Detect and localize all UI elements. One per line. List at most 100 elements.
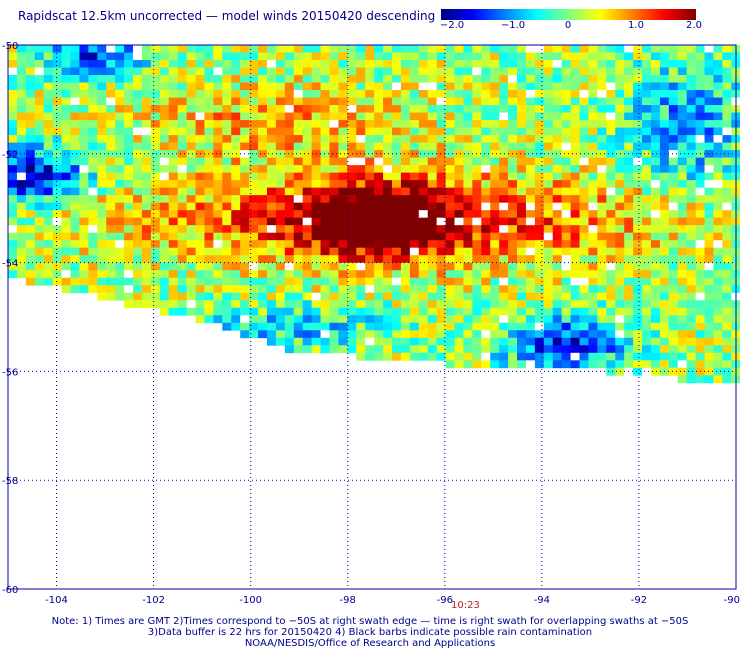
heatmap-cell: [490, 277, 500, 286]
heatmap-cell: [650, 127, 661, 136]
heatmap-cell: [365, 270, 375, 279]
heatmap-cell: [695, 247, 705, 256]
heatmap-cell: [186, 285, 196, 294]
heatmap-cell: [275, 112, 286, 121]
heatmap-cell: [659, 202, 670, 211]
heatmap-cell: [240, 210, 250, 219]
heatmap-cell: [25, 277, 36, 286]
heatmap-cell: [686, 352, 697, 361]
heatmap-cell: [722, 352, 732, 361]
heatmap-cell: [668, 150, 679, 159]
heatmap-cell: [525, 105, 536, 113]
heatmap-cell: [204, 255, 214, 264]
heatmap-cell: [525, 270, 536, 279]
heatmap-cell: [356, 157, 366, 166]
heatmap-cell: [374, 232, 384, 241]
heatmap-cell: [70, 67, 80, 76]
heatmap-cell: [159, 172, 170, 181]
heatmap-cell: [463, 300, 473, 309]
heatmap-cell: [570, 262, 580, 271]
heatmap-cell: [25, 112, 36, 121]
heatmap-cell: [293, 270, 304, 279]
heatmap-cell: [552, 112, 563, 121]
heatmap-cell: [463, 360, 473, 369]
heatmap-cell: [659, 97, 670, 106]
heatmap-cell: [16, 210, 27, 219]
heatmap-cell: [490, 300, 500, 309]
heatmap-cell: [133, 120, 143, 128]
heatmap-cell: [597, 360, 607, 369]
heatmap-cell: [25, 195, 36, 204]
heatmap-cell: [34, 60, 45, 68]
heatmap-cell: [508, 292, 518, 301]
heatmap-cell: [275, 210, 286, 219]
heatmap-cell: [579, 52, 589, 61]
heatmap-cell: [329, 97, 339, 106]
heatmap-cell: [302, 75, 313, 83]
heatmap-cell: [490, 172, 500, 181]
heatmap-cell: [588, 142, 598, 151]
heatmap-cell: [543, 157, 554, 166]
heatmap-cell: [713, 142, 723, 151]
heatmap-cell: [472, 277, 482, 286]
heatmap-cell: [445, 45, 455, 53]
heatmap-cell: [525, 67, 536, 76]
heatmap-cell: [249, 120, 259, 128]
heatmap-cell: [686, 210, 697, 219]
heatmap-cell: [525, 60, 536, 68]
heatmap-cell: [249, 285, 259, 294]
heatmap-cell: [704, 127, 714, 136]
heatmap-cell: [195, 127, 205, 136]
heatmap-cell: [561, 345, 571, 354]
heatmap-cell: [668, 262, 679, 271]
heatmap-cell: [168, 150, 179, 159]
heatmap-cell: [231, 195, 241, 204]
heatmap-cell: [713, 255, 723, 264]
heatmap-cell: [633, 315, 643, 324]
heatmap-cell: [517, 285, 527, 294]
heatmap-cell: [722, 195, 732, 204]
heatmap-cell: [124, 60, 134, 68]
heatmap-cell: [445, 135, 455, 143]
heatmap-cell: [231, 217, 241, 226]
heatmap-cell: [713, 232, 723, 241]
heatmap-cell: [284, 202, 295, 211]
heatmap-cell: [302, 337, 313, 346]
heatmap-cell: [43, 195, 54, 204]
heatmap-cell: [204, 225, 214, 234]
heatmap-cell: [722, 247, 732, 256]
heatmap-cell: [624, 90, 634, 98]
heatmap-cell: [686, 60, 697, 68]
heatmap-cell: [624, 165, 634, 174]
heatmap-cell: [695, 165, 705, 174]
heatmap-cell: [374, 262, 384, 271]
heatmap-cell: [356, 90, 366, 98]
heatmap-cell: [677, 240, 688, 249]
heatmap-cell: [472, 195, 482, 204]
heatmap-cell: [454, 360, 464, 369]
heatmap-cell: [258, 165, 268, 174]
heatmap-cell: [79, 210, 89, 219]
heatmap-cell: [722, 157, 732, 166]
heatmap-cell: [177, 60, 187, 68]
heatmap-cell: [445, 150, 455, 159]
heatmap-cell: [25, 97, 36, 106]
heatmap-cell: [284, 315, 295, 324]
heatmap-cell: [579, 300, 589, 309]
heatmap-cell: [329, 277, 339, 286]
heatmap-cell: [686, 52, 697, 61]
heatmap-cell: [472, 135, 482, 143]
heatmap-cell: [499, 82, 509, 91]
heatmap-cell: [8, 120, 18, 128]
heatmap-cell: [124, 217, 134, 226]
heatmap-cell: [383, 67, 393, 76]
heatmap-cell: [115, 247, 125, 256]
heatmap-cell: [70, 105, 80, 113]
heatmap-cell: [481, 360, 491, 369]
heatmap-cell: [177, 157, 187, 166]
heatmap-cell: [543, 75, 554, 83]
heatmap-cell: [275, 300, 286, 309]
heatmap-cell: [454, 352, 464, 361]
heatmap-cell: [668, 112, 679, 121]
heatmap-cell: [713, 360, 723, 369]
